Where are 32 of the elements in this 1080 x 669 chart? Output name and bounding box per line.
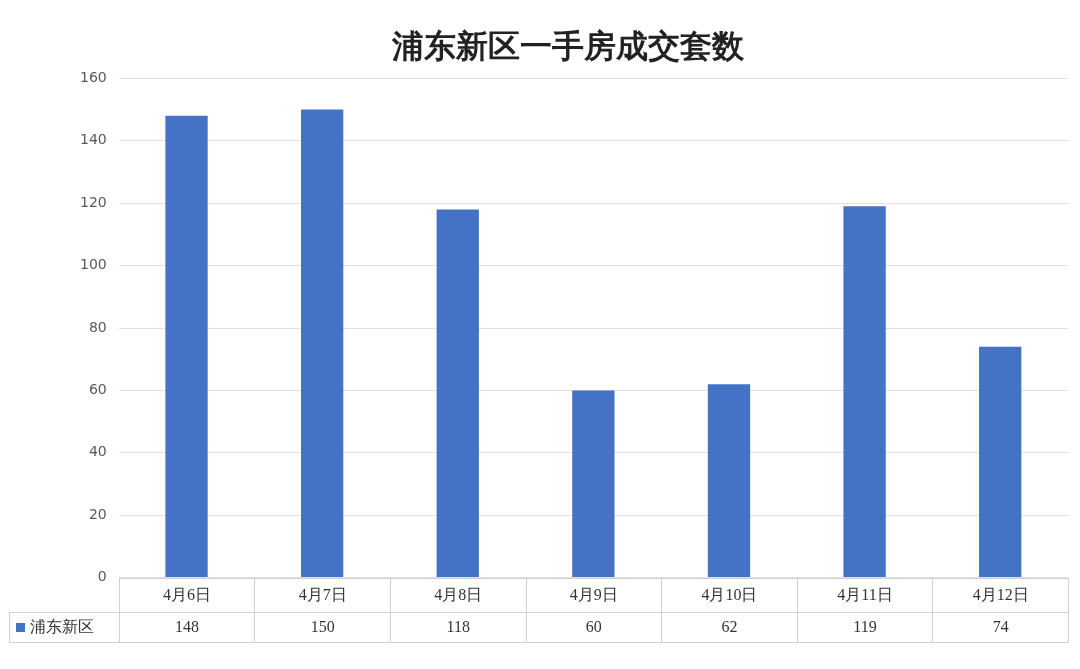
y-tick-label: 100 — [79, 256, 107, 273]
bar — [436, 209, 479, 578]
x-tick-label: 4月10日 — [661, 578, 798, 613]
bar — [843, 206, 886, 578]
x-tick-label: 4月11日 — [797, 578, 933, 613]
data-label: 60 — [526, 612, 662, 643]
y-tick-label: 160 — [79, 69, 107, 86]
x-tick-label: 4月8日 — [390, 578, 527, 613]
y-tick-label: 120 — [79, 193, 107, 210]
y-tick-label: 60 — [88, 381, 107, 398]
x-tick-label: 4月7日 — [254, 578, 391, 613]
x-tick-label: 4月6日 — [119, 578, 255, 613]
data-label: 148 — [119, 612, 255, 643]
data-label: 119 — [797, 612, 933, 643]
data-label: 118 — [390, 612, 527, 643]
data-label: 74 — [932, 612, 1069, 643]
y-tick-label: 140 — [79, 131, 107, 148]
data-label: 62 — [661, 612, 798, 643]
y-tick-label: 0 — [97, 568, 107, 585]
bar — [707, 384, 751, 578]
bar — [165, 115, 208, 578]
y-tick-label: 40 — [88, 443, 107, 460]
x-tick-label: 4月12日 — [932, 578, 1069, 613]
bar — [300, 109, 344, 578]
x-tick-label: 4月9日 — [526, 578, 662, 613]
bar — [979, 346, 1022, 578]
legend-label: 浦东新区 — [9, 612, 120, 643]
data-label: 150 — [254, 612, 391, 643]
bar — [572, 390, 615, 578]
y-tick-label: 80 — [88, 318, 107, 335]
y-tick-label: 20 — [88, 505, 107, 522]
chart-title: 浦东新区一手房成交套数 — [391, 28, 745, 65]
